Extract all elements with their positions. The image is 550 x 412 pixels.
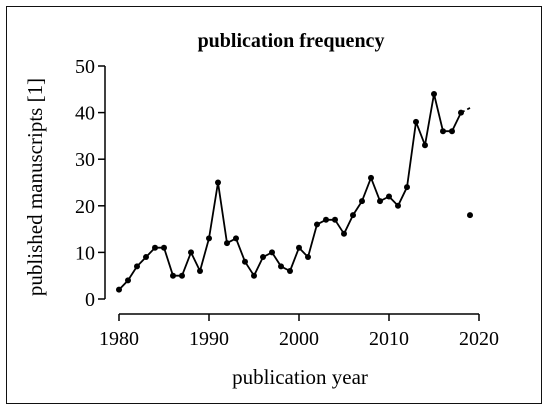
data-point bbox=[431, 90, 437, 97]
isolated-data-point bbox=[467, 212, 473, 219]
data-point bbox=[197, 268, 203, 275]
data-point bbox=[188, 249, 194, 256]
data-point bbox=[224, 240, 230, 247]
y-tick-label: 40 bbox=[75, 103, 95, 125]
data-point bbox=[314, 221, 320, 228]
data-point bbox=[359, 198, 365, 205]
data-point bbox=[395, 202, 401, 209]
data-point bbox=[440, 128, 446, 135]
axes: 0 10 20 30 40 50 1980 1990 2000 2010 2020 bbox=[75, 56, 499, 350]
y-axis-label: published manuscripts [1] bbox=[23, 78, 47, 296]
x-tick-label: 2000 bbox=[279, 328, 319, 350]
data-point bbox=[377, 198, 383, 205]
data-point bbox=[368, 174, 374, 181]
chart-frame bbox=[6, 6, 542, 404]
data-point bbox=[296, 244, 302, 251]
data-point bbox=[341, 230, 347, 237]
data-point bbox=[251, 272, 257, 279]
x-tick-label: 2010 bbox=[369, 328, 409, 350]
chart-title: publication frequency bbox=[198, 30, 385, 52]
data-point bbox=[386, 193, 392, 200]
data-point bbox=[269, 249, 275, 256]
plot-area bbox=[116, 90, 473, 293]
data-point bbox=[206, 235, 212, 242]
y-tick-label: 0 bbox=[85, 289, 95, 311]
data-point bbox=[161, 244, 167, 251]
data-point bbox=[287, 268, 293, 275]
data-point bbox=[449, 128, 455, 135]
data-point bbox=[152, 244, 158, 251]
data-point bbox=[125, 277, 131, 284]
x-axis-label: publication year bbox=[232, 365, 368, 389]
y-tick-label: 20 bbox=[75, 196, 95, 218]
data-point bbox=[233, 235, 239, 242]
data-point bbox=[143, 254, 149, 261]
x-tick-label: 1980 bbox=[99, 328, 139, 350]
data-point bbox=[134, 263, 140, 270]
data-point bbox=[170, 272, 176, 279]
x-tick-label: 1990 bbox=[189, 328, 229, 350]
data-point bbox=[305, 254, 311, 261]
data-point bbox=[350, 212, 356, 219]
series-line bbox=[118, 93, 462, 291]
data-point bbox=[404, 184, 410, 191]
data-point bbox=[116, 286, 122, 293]
data-point bbox=[179, 272, 185, 279]
y-tick-label: 30 bbox=[75, 149, 95, 171]
y-tick-label: 10 bbox=[75, 242, 95, 264]
data-point bbox=[215, 179, 221, 186]
data-point bbox=[458, 109, 464, 116]
data-point bbox=[260, 254, 266, 261]
data-point bbox=[278, 263, 284, 270]
data-point bbox=[332, 216, 338, 223]
y-tick-label: 50 bbox=[75, 56, 95, 78]
data-point bbox=[422, 142, 428, 149]
data-point bbox=[413, 118, 419, 125]
data-point bbox=[323, 216, 329, 223]
data-point bbox=[242, 258, 248, 265]
x-tick-label: 2020 bbox=[459, 328, 499, 350]
